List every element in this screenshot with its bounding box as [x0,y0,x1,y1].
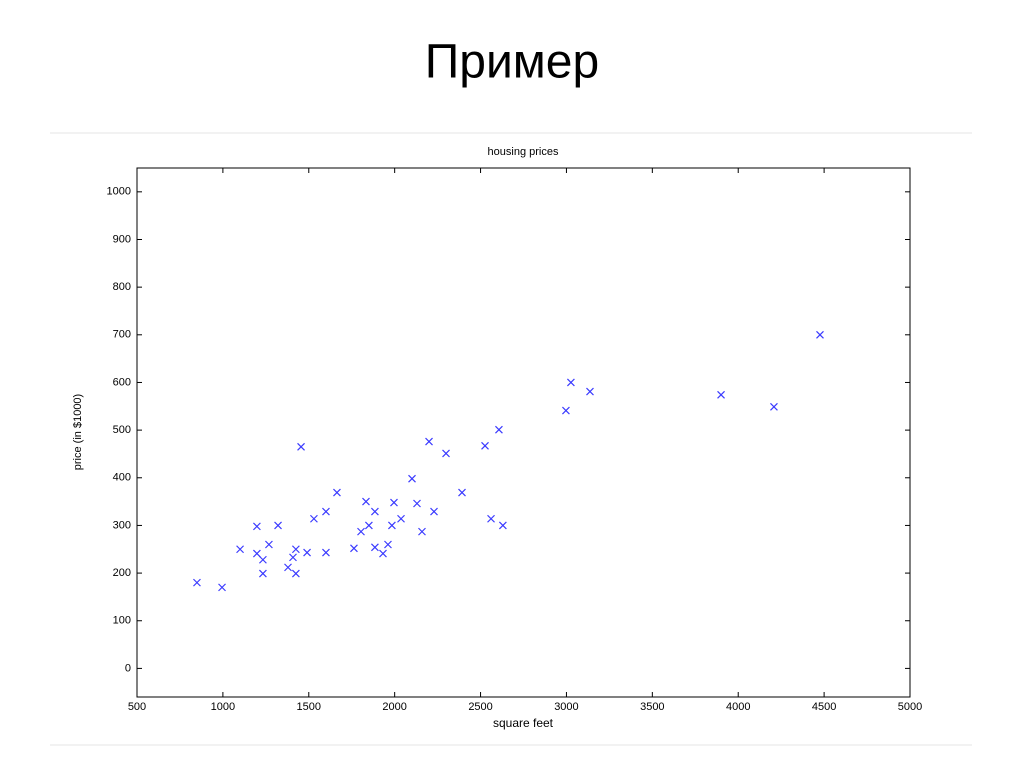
data-point [291,545,300,554]
data-point [252,522,261,531]
data-point [303,548,311,557]
slide-title: Пример [425,36,599,89]
data-point [387,521,396,530]
x-tick-label: 5000 [898,701,922,713]
data-point [193,578,201,587]
data-point [218,583,226,592]
data-point [562,406,570,415]
data-point [322,548,330,557]
data-point [770,402,778,411]
data-point [418,527,426,536]
data-point [274,521,282,530]
data-point [566,378,575,387]
data-point [390,498,398,507]
x-tick-label: 2000 [382,701,406,713]
data-point [586,387,594,396]
x-tick-label: 1000 [211,701,235,713]
y-tick-label: 0 [125,662,131,674]
data-point [370,507,379,516]
data-point [370,543,379,552]
data-point [362,497,370,506]
data-point [495,425,503,434]
x-tick-label: 3500 [640,701,664,713]
data-point [322,507,330,516]
y-tick-label: 1000 [107,186,131,198]
y-tick-label: 200 [113,567,131,579]
data-point [291,569,300,578]
x-tick-label: 3000 [554,701,578,713]
data-point [333,488,341,497]
data-point [413,499,421,508]
data-point [487,514,495,523]
data-point [442,449,450,458]
data-point [258,555,267,564]
data-point [425,437,433,446]
data-point [717,390,725,399]
data-point [430,507,438,516]
data-point [310,514,318,523]
x-tick-label: 2500 [468,701,492,713]
data-point [289,553,297,562]
data-point [498,521,507,530]
data-point [481,441,489,450]
data-point [297,442,305,451]
data-point [284,563,292,572]
chart-title: housing prices [488,146,559,158]
y-tick-label: 100 [113,615,131,627]
data-point [357,527,365,536]
data-point [816,330,824,339]
data-point [265,540,273,549]
y-tick-label: 400 [113,472,131,484]
x-axis-label: square feet [493,716,554,730]
x-tick-label: 4500 [812,701,836,713]
x-tick-label: 500 [128,701,146,713]
y-tick-label: 300 [113,519,131,531]
data-point [397,514,405,523]
x-tick-label: 1500 [297,701,321,713]
data-point [364,521,373,530]
y-tick-label: 600 [113,376,131,388]
data-point [350,544,358,553]
data-point [252,549,261,558]
y-tick-label: 700 [113,329,131,341]
y-tick-label: 500 [113,424,131,436]
x-tick-label: 4000 [726,701,750,713]
y-axis-label: price (in $1000) [72,394,84,470]
data-point [236,545,244,554]
plot-frame [136,167,911,698]
y-tick-label: 900 [113,233,131,245]
data-point [258,569,267,578]
data-point [384,540,392,549]
data-point [458,488,466,497]
data-point [408,474,416,483]
y-tick-label: 800 [113,281,131,293]
data-point [379,549,387,558]
